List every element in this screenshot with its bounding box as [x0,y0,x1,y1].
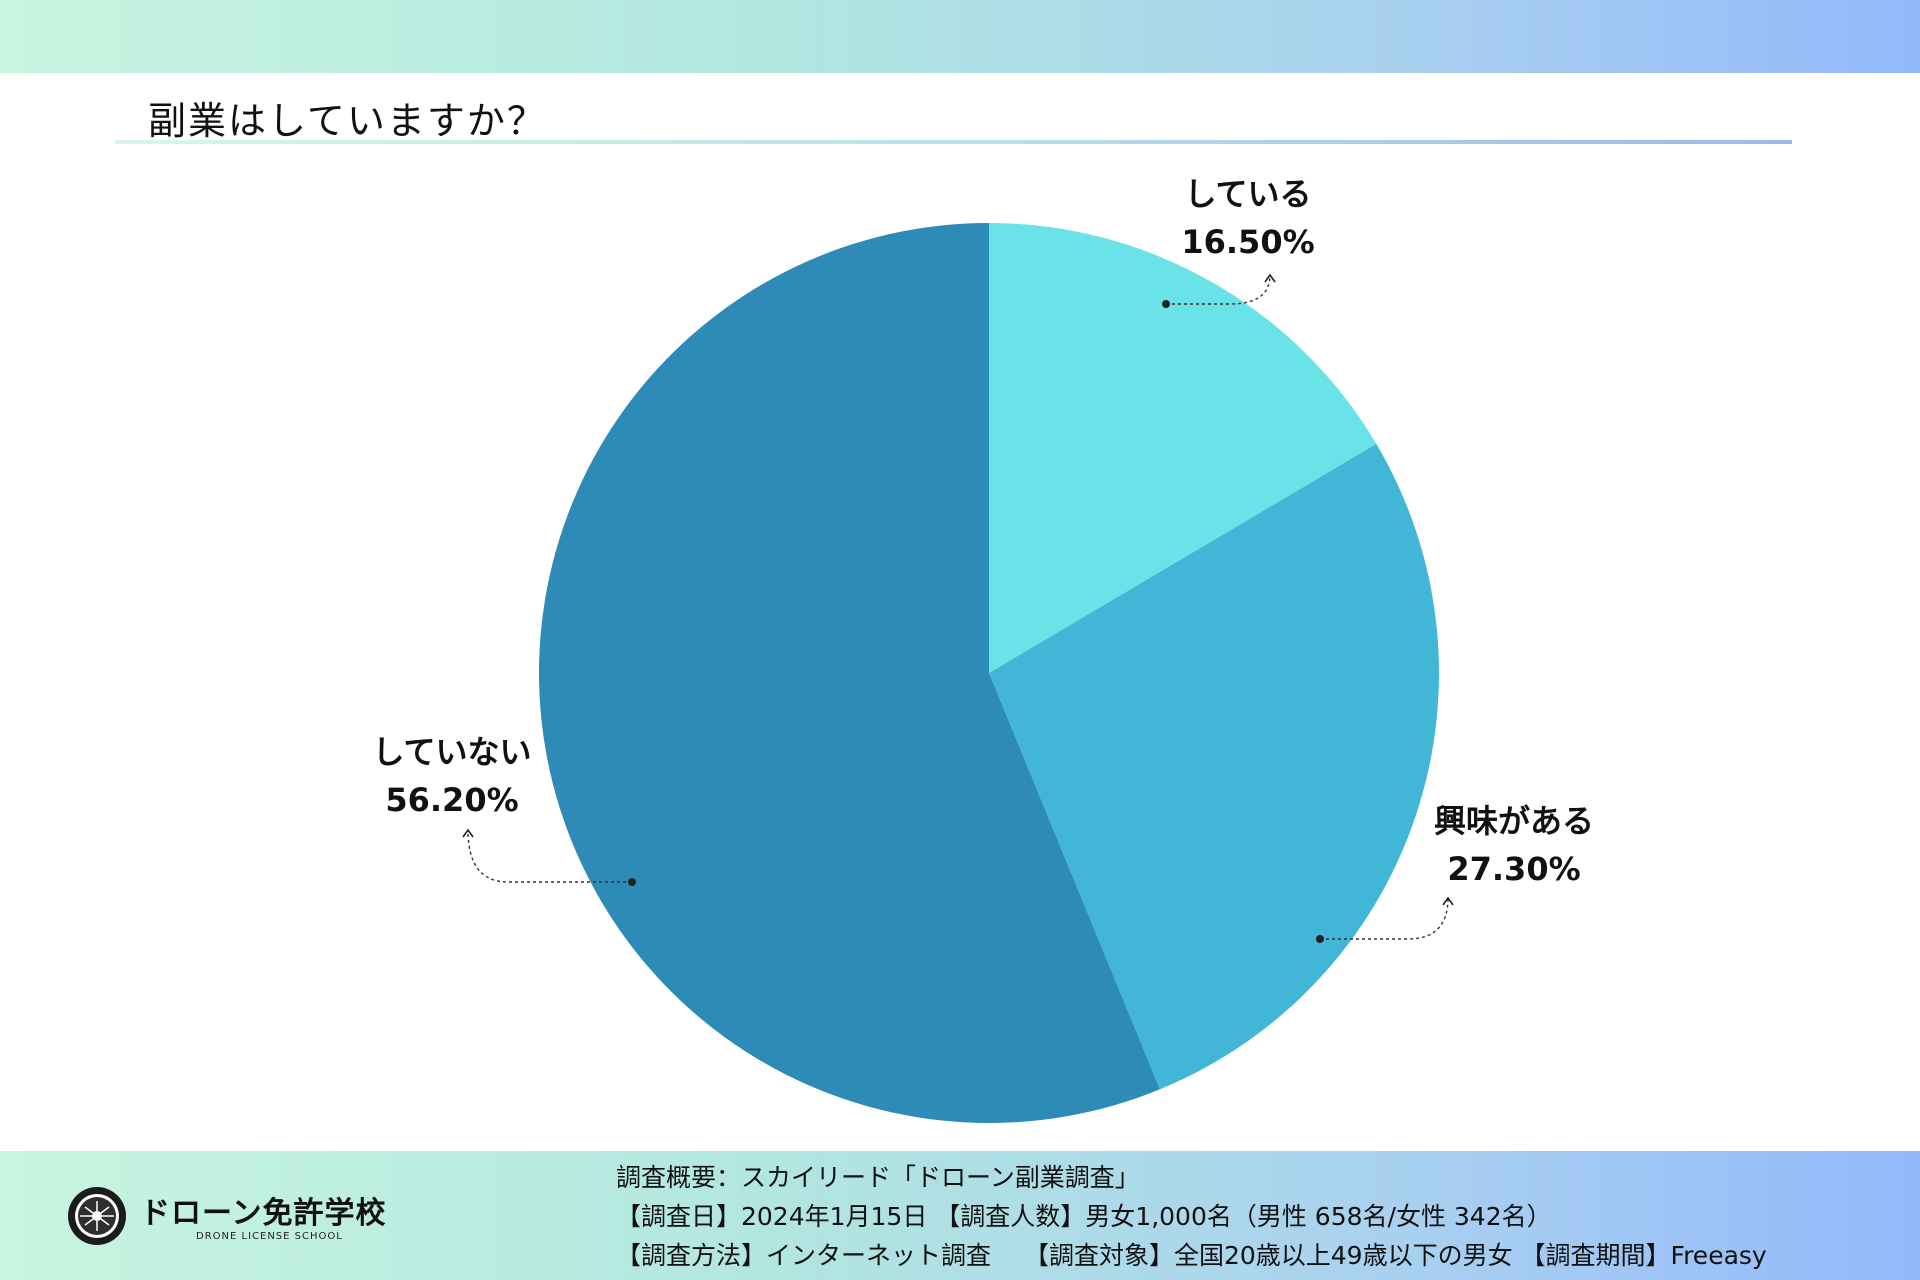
leader-line [1320,897,1449,940]
pie-chart: している 16.50% 興味がある 27.30% していない 56.20% [372,175,1594,1123]
top-gradient-band [0,0,1920,73]
slice-category-label: 興味がある [1434,802,1594,840]
slice-percent-label: 56.20% [385,781,518,819]
survey-line: 【調査方法】インターネット調査 【調査対象】全国20歳以上49歳以下の男女 【調… [616,1241,1767,1270]
slice-percent-label: 27.30% [1447,850,1580,888]
pie-slice [989,223,1377,673]
leader-arrowhead [462,828,474,838]
survey-line: 【調査日】2024年1月15日 【調査人数】男女1,000名（男性 658名/女… [616,1202,1552,1231]
survey-summary: 調査概要：スカイリード「ドローン副業調査」 【調査日】2024年1月15日 【調… [616,1158,1767,1275]
logo-subtitle: DRONE LICENSE SCHOOL [196,1231,343,1242]
footer-band [0,1151,1920,1280]
leader-dot [1162,300,1170,308]
pie-slice [539,223,1160,1123]
slice-category-label: していない [372,733,531,771]
slice-percent-label: 16.50% [1181,223,1314,261]
leader-dot [628,878,636,886]
drone-school-logo-icon [68,1187,126,1245]
leader-line [1166,274,1271,305]
page-title: 副業はしていますか？ [148,99,547,143]
leader-arrowhead [1264,273,1276,283]
leader-line [467,829,632,883]
survey-line: 調査概要：スカイリード「ドローン副業調査」 [616,1163,1140,1192]
leader-dot [1316,935,1324,943]
slice-category-label: している [1184,175,1311,213]
leader-arrowhead [1442,896,1454,906]
title-divider [115,140,1792,144]
logo-name: ドローン免許学校 [140,1196,387,1231]
pie-slice [989,443,1440,1090]
